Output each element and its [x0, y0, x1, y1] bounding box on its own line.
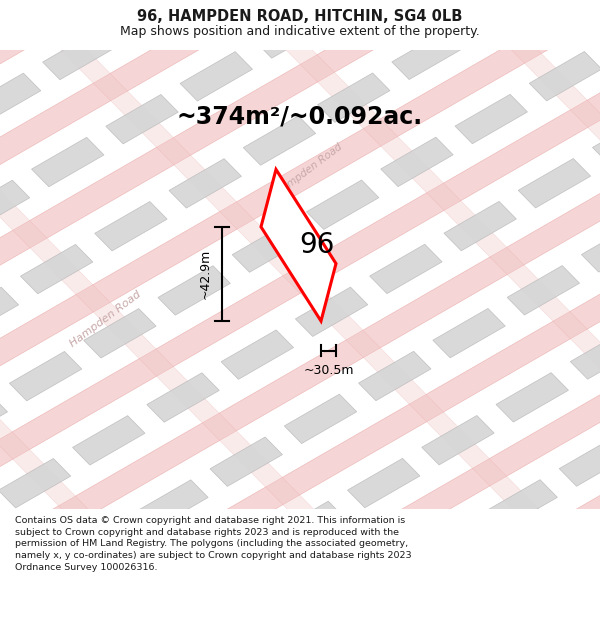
Polygon shape: [0, 288, 19, 337]
Polygon shape: [180, 52, 253, 101]
Polygon shape: [254, 9, 327, 58]
Polygon shape: [37, 0, 600, 625]
Polygon shape: [571, 330, 600, 379]
Polygon shape: [20, 244, 93, 294]
Text: ~374m²/~0.092ac.: ~374m²/~0.092ac.: [177, 104, 423, 129]
Polygon shape: [83, 309, 156, 358]
Polygon shape: [0, 73, 41, 122]
Polygon shape: [422, 416, 494, 465]
Text: ~42.9m: ~42.9m: [199, 249, 212, 299]
Polygon shape: [210, 437, 283, 486]
Polygon shape: [243, 116, 316, 165]
Polygon shape: [106, 94, 178, 144]
Text: ~30.5m: ~30.5m: [303, 364, 354, 377]
Polygon shape: [0, 0, 52, 16]
Text: Hampden Road: Hampden Road: [68, 289, 142, 349]
Polygon shape: [381, 137, 453, 187]
Text: 96: 96: [299, 231, 334, 259]
Polygon shape: [444, 201, 517, 251]
Polygon shape: [0, 113, 600, 625]
Polygon shape: [117, 0, 190, 37]
Polygon shape: [0, 56, 275, 625]
Polygon shape: [261, 169, 336, 321]
Polygon shape: [0, 0, 600, 446]
Polygon shape: [147, 372, 219, 423]
Polygon shape: [0, 394, 8, 444]
Polygon shape: [0, 49, 600, 625]
Polygon shape: [392, 30, 464, 79]
Polygon shape: [95, 201, 167, 251]
Text: Hampden Road: Hampden Road: [274, 141, 344, 198]
Polygon shape: [181, 0, 600, 586]
Polygon shape: [317, 73, 390, 122]
Polygon shape: [518, 159, 590, 208]
Text: 96, HAMPDEN ROAD, HITCHIN, SG4 0LB: 96, HAMPDEN ROAD, HITCHIN, SG4 0LB: [137, 9, 463, 24]
Polygon shape: [507, 266, 580, 315]
Polygon shape: [485, 480, 557, 529]
Polygon shape: [199, 544, 271, 594]
Polygon shape: [32, 138, 104, 187]
Polygon shape: [359, 351, 431, 401]
Polygon shape: [592, 116, 600, 165]
Polygon shape: [329, 0, 401, 16]
Polygon shape: [325, 0, 600, 503]
Polygon shape: [455, 94, 527, 144]
Polygon shape: [169, 159, 241, 208]
Polygon shape: [347, 458, 420, 508]
Polygon shape: [232, 223, 305, 272]
Polygon shape: [0, 459, 71, 508]
Polygon shape: [529, 51, 600, 101]
Polygon shape: [307, 180, 379, 229]
Polygon shape: [73, 416, 145, 465]
Polygon shape: [284, 394, 357, 444]
Polygon shape: [0, 180, 29, 229]
Polygon shape: [0, 0, 563, 625]
Polygon shape: [43, 30, 115, 79]
Polygon shape: [548, 544, 600, 593]
Polygon shape: [0, 0, 419, 625]
Polygon shape: [559, 437, 600, 486]
Polygon shape: [10, 351, 82, 401]
Polygon shape: [221, 330, 293, 379]
Text: Contains OS data © Crown copyright and database right 2021. This information is
: Contains OS data © Crown copyright and d…: [15, 516, 412, 572]
Polygon shape: [273, 501, 346, 551]
Polygon shape: [496, 372, 568, 422]
Polygon shape: [581, 222, 600, 272]
Polygon shape: [295, 287, 368, 336]
Polygon shape: [433, 309, 505, 358]
Polygon shape: [466, 0, 539, 37]
Polygon shape: [158, 266, 230, 315]
Polygon shape: [61, 522, 134, 572]
Polygon shape: [370, 244, 442, 294]
Polygon shape: [410, 522, 483, 572]
Text: Map shows position and indicative extent of the property.: Map shows position and indicative extent…: [120, 24, 480, 38]
Polygon shape: [0, 0, 600, 575]
Polygon shape: [136, 480, 208, 529]
Polygon shape: [0, 0, 600, 511]
